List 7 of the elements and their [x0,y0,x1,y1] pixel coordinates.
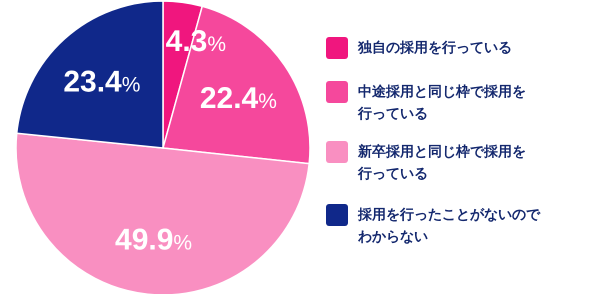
data-label: 49.9% [115,224,192,257]
legend-label: 中途採用と同じ枠で採用を行っている [358,83,527,124]
data-label: 23.4% [63,65,140,98]
legend-label: 独自の採用を行っている [358,39,513,58]
data-label: 22.4% [200,82,277,115]
legend-label: 採用を行ったことがないのでわからない [358,206,542,247]
legend-label: 新卒採用と同じ枠で採用を行っている [358,142,527,184]
